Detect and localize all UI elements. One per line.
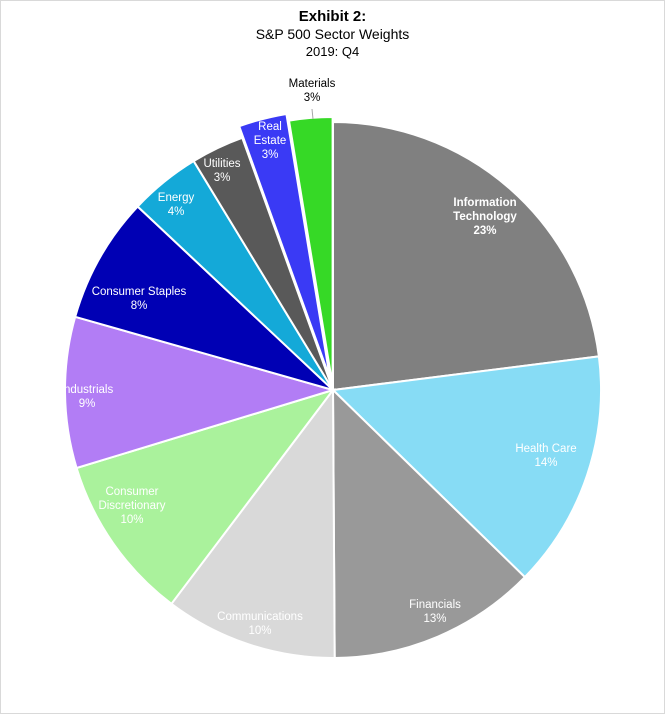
slice-label-name: Estate <box>254 135 287 147</box>
slice-label-value: 3% <box>262 149 279 161</box>
slice-label-consumer-discretionary: Consumer Discretionary 10% <box>98 486 165 526</box>
slice-label-value: 10% <box>120 514 143 526</box>
slice-label-communications: Communications 10% <box>217 611 303 637</box>
slice-label-value: 3% <box>304 92 321 104</box>
slice-label-name: Consumer <box>105 486 158 498</box>
slice-label-name: Energy <box>158 192 195 204</box>
slice-label-energy: Energy 4% <box>158 192 195 218</box>
pie-slice-health-care <box>330 355 602 579</box>
slice-label-value: 14% <box>534 457 557 469</box>
slice-label-name: Financials <box>409 599 461 611</box>
slice-label-value: 8% <box>131 300 148 312</box>
slice-label-name: Discretionary <box>98 500 165 512</box>
chart-period: 2019: Q4 <box>305 44 360 59</box>
slice-label-health-care: Health Care 14% <box>515 443 576 469</box>
slice-label-information-technology: Information Technology 23% <box>453 197 517 237</box>
slice-label-industrials: Industrials 9% <box>61 384 114 410</box>
slice-label-name: Technology <box>453 211 517 223</box>
slice-label-name: Consumer Staples <box>92 286 187 298</box>
slice-label-name: Communications <box>217 611 303 623</box>
pie-slice-communications <box>170 387 336 659</box>
slice-label-value: 13% <box>423 613 446 625</box>
slice-label-financials: Financials 13% <box>409 599 461 625</box>
pie-slice-materials <box>287 116 334 386</box>
slice-label-value: 4% <box>168 206 185 218</box>
slice-label-consumer-staples: Consumer Staples 8% <box>92 286 187 312</box>
slice-label-real-estate: Real Estate 3% <box>254 121 287 161</box>
slice-label-name: Health Care <box>515 443 576 455</box>
pie-slice-consumer-discretionary <box>75 388 336 606</box>
slice-label-value: 9% <box>79 398 96 410</box>
pie-slice-industrials <box>64 315 337 470</box>
chart-title: Exhibit 2: <box>298 8 367 25</box>
materials-leader-line <box>311 108 314 120</box>
pie-slice-real-estate <box>237 112 331 379</box>
slice-label-name: Real <box>258 121 282 133</box>
slice-label-utilities: Utilities 3% <box>203 158 240 184</box>
pie-slice-consumer-staples <box>73 205 334 391</box>
slice-label-value: 10% <box>248 625 271 637</box>
slice-label-name: Utilities <box>203 158 240 170</box>
pie-slice-information-technology <box>332 120 601 392</box>
slice-label-name: Industrials <box>61 384 114 396</box>
slice-label-materials: Materials 3% <box>289 78 336 104</box>
slice-label-name: Materials <box>289 78 336 90</box>
pie-slice-financials <box>331 387 527 660</box>
slice-label-value: 3% <box>214 172 231 184</box>
slice-label-name: Information <box>453 197 516 209</box>
slice-label-value: 23% <box>473 225 496 237</box>
pie-slice-utilities <box>192 136 334 391</box>
chart-subtitle: S&P 500 Sector Weights <box>255 26 410 42</box>
chart-title-block: Exhibit 2: S&P 500 Sector Weights 2019: … <box>0 8 665 60</box>
